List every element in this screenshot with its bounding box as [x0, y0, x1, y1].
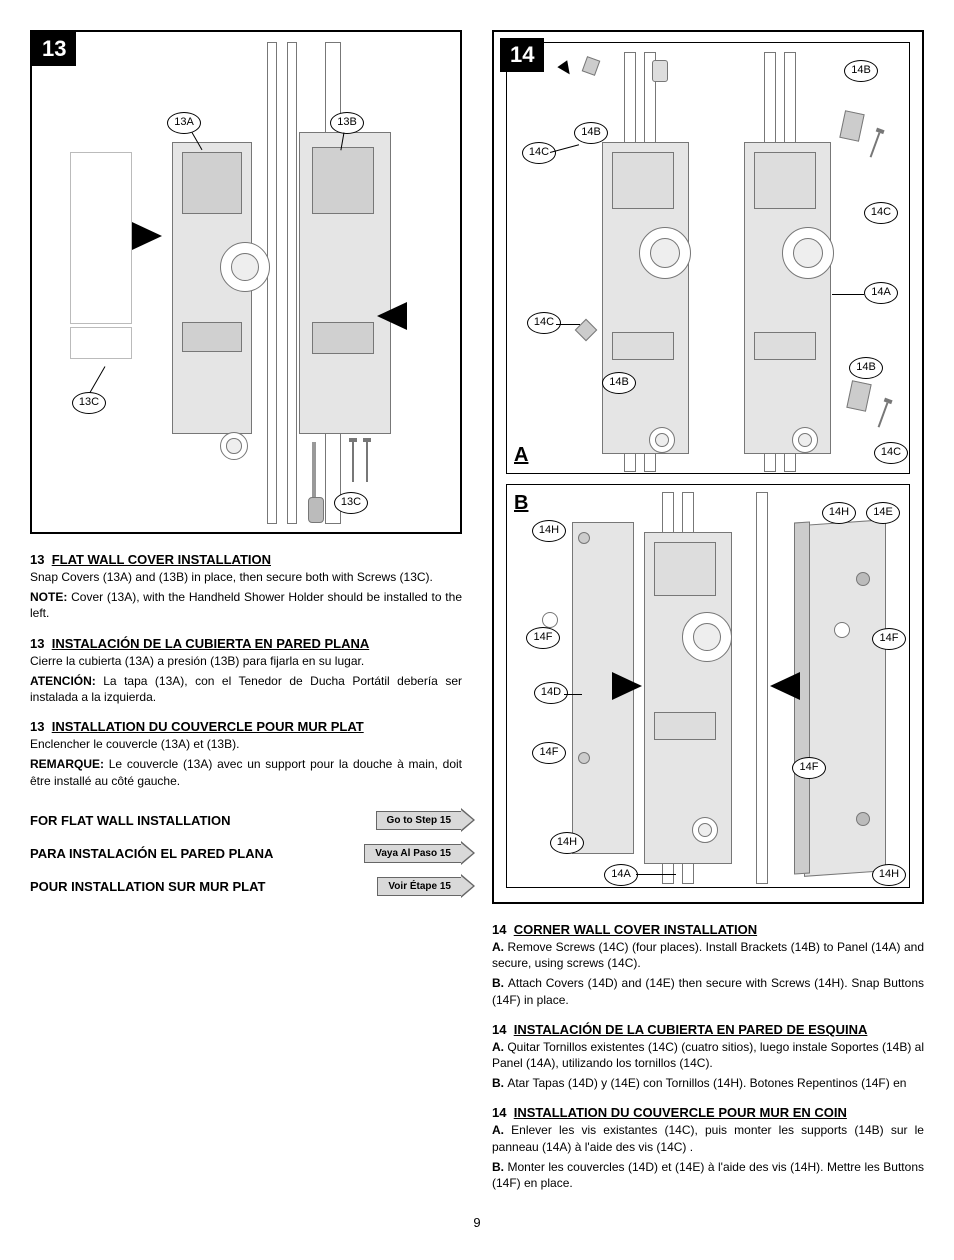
title-14-fr: 14 INSTALLATION DU COUVERCLE POUR MUR EN… [492, 1105, 924, 1120]
callout-14c-2: 14C [527, 312, 561, 334]
page-number: 9 [30, 1215, 924, 1230]
text-14-es-a: A. Quitar Tornillos existentes (14C) (cu… [492, 1039, 924, 1071]
text-14-es-b: B. Atar Tapas (14D) y (14E) con Tornillo… [492, 1075, 924, 1091]
label-a: A [514, 444, 528, 467]
title-14-en: 14 CORNER WALL COVER INSTALLATION [492, 922, 924, 937]
callout-14f-1: 14F [526, 627, 560, 649]
left-column: 13 13 [30, 30, 462, 1195]
callout-14e: 14E [866, 502, 900, 524]
nav-label-en: FOR FLAT WALL INSTALLATION [30, 813, 231, 828]
text-13-es-2: ATENCIÓN: La tapa (13A), con el Tenedor … [30, 673, 462, 705]
step-badge-13: 13 [32, 32, 76, 66]
text-14-en-a: A. Remove Screws (14C) (four places). In… [492, 939, 924, 971]
nav-rows: FOR FLAT WALL INSTALLATION Go to Step 15… [30, 811, 462, 896]
text-13-fr-1: Enclencher le couvercle (13A) et (13B). [30, 736, 462, 752]
label-b: B [514, 492, 528, 515]
nav-button-fr[interactable]: Voir Étape 15 [377, 877, 462, 896]
nav-button-en[interactable]: Go to Step 15 [376, 811, 462, 830]
text-14-fr-a: A. Enlever les vis existantes (14C), pui… [492, 1122, 924, 1154]
callout-14h-3: 14H [822, 502, 856, 524]
callout-14d: 14D [534, 682, 568, 704]
callout-14f-3: 14F [872, 628, 906, 650]
step-badge-14: 14 [500, 38, 544, 72]
callout-14c-3: 14C [864, 202, 898, 224]
callout-13b: 13B [330, 112, 364, 134]
callout-13c-1: 13C [72, 392, 106, 414]
title-13-fr: 13 INSTALLATION DU COUVERCLE POUR MUR PL… [30, 719, 462, 734]
callout-14b-3: 14B [844, 60, 878, 82]
nav-label-es: PARA INSTALACIÓN EL PARED PLANA [30, 846, 273, 861]
diagram-13: 13 13 [30, 30, 462, 534]
callout-14f-4: 14F [792, 757, 826, 779]
callout-14b-2: 14B [602, 372, 636, 394]
diagram-14: 14 A B [492, 30, 924, 904]
callout-14b-4: 14B [849, 357, 883, 379]
callout-14h-1: 14H [532, 520, 566, 542]
title-14-es: 14 INSTALACIÓN DE LA CUBIERTA EN PARED D… [492, 1022, 924, 1037]
callout-14f-2: 14F [532, 742, 566, 764]
callout-14h-4: 14H [872, 864, 906, 886]
nav-button-es[interactable]: Vaya Al Paso 15 [364, 844, 462, 863]
nav-label-fr: POUR INSTALLATION SUR MUR PLAT [30, 879, 265, 894]
text-13-es-1: Cierre la cubierta (13A) a presión (13B)… [30, 653, 462, 669]
callout-14c-4: 14C [874, 442, 908, 464]
title-13-es: 13 INSTALACIÓN DE LA CUBIERTA EN PARED P… [30, 636, 462, 651]
callout-13a: 13A [167, 112, 201, 134]
title-13-en: 13 FLAT WALL COVER INSTALLATION [30, 552, 462, 567]
text-14-fr-b: B. Monter les couvercles (14D) et (14E) … [492, 1159, 924, 1191]
callout-13c-2: 13C [334, 492, 368, 514]
text-13-en-1: Snap Covers (13A) and (13B) in place, th… [30, 569, 462, 585]
text-13-en-2: NOTE: Cover (13A), with the Handheld Sho… [30, 589, 462, 621]
callout-14c-1: 14C [522, 142, 556, 164]
text-14-en-b: B. Attach Covers (14D) and (14E) then se… [492, 975, 924, 1007]
callout-14a-1: 14A [864, 282, 898, 304]
text-13-fr-2: REMARQUE: Le couvercle (13A) avec un sup… [30, 756, 462, 788]
callout-14h-2: 14H [550, 832, 584, 854]
callout-14b-1: 14B [574, 122, 608, 144]
callout-14a-2: 14A [604, 864, 638, 886]
right-column: 14 A B [492, 30, 924, 1195]
